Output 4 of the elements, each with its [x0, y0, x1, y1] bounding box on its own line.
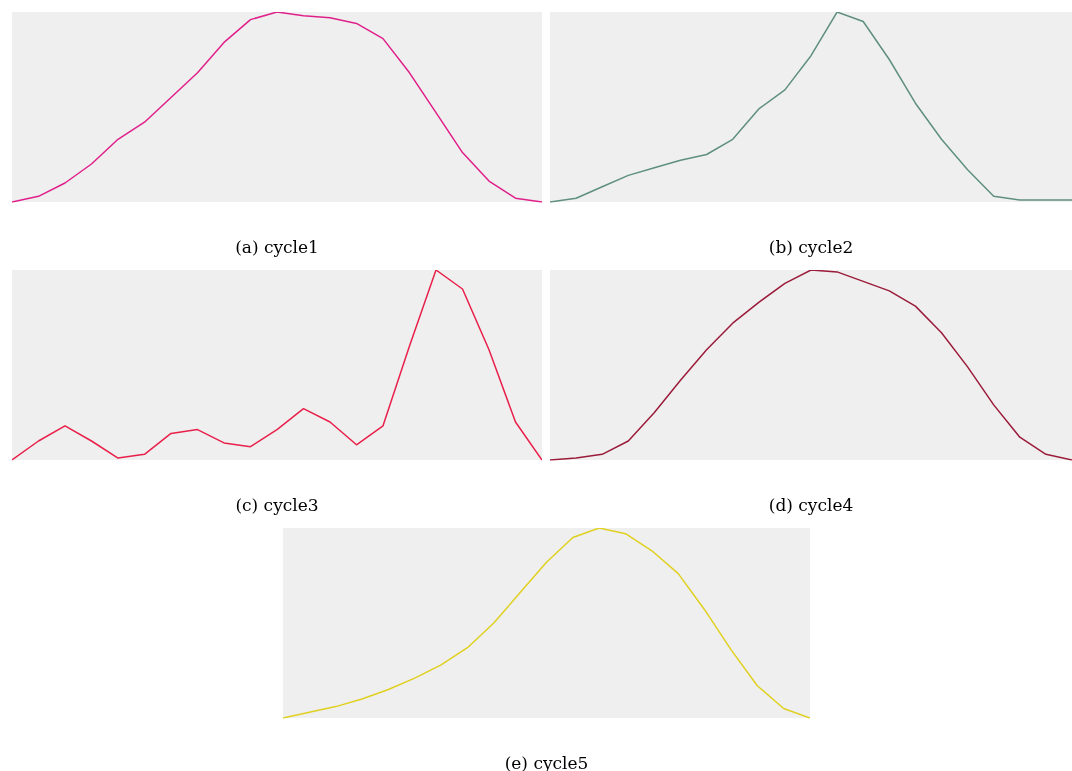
text: (a) cycle1	[235, 236, 319, 257]
text: (b) cycle2	[768, 236, 854, 257]
text: (d) cycle4	[768, 494, 854, 515]
text: (c) cycle3	[235, 494, 319, 515]
